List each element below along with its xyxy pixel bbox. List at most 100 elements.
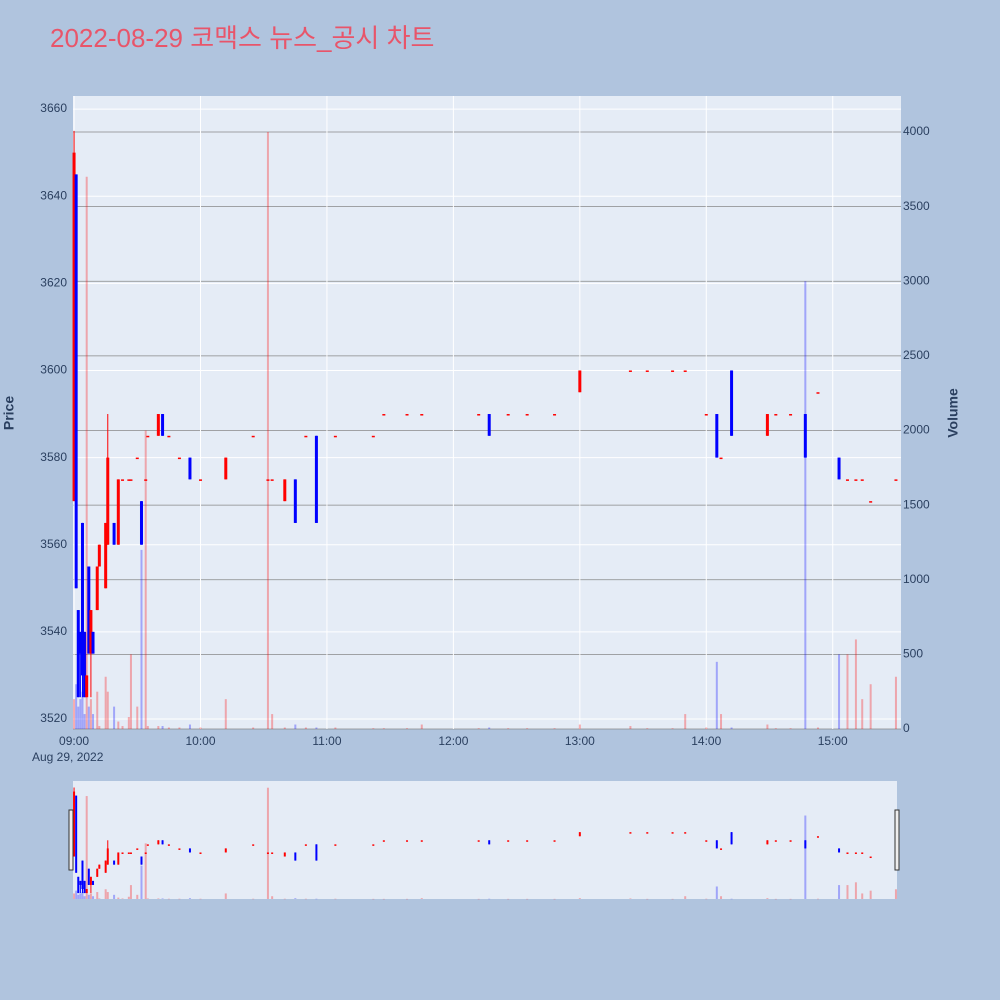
range-slider[interactable]	[73, 781, 897, 899]
candle-body	[578, 370, 582, 393]
volume-bar	[140, 549, 143, 729]
slider-volume-bar	[382, 898, 385, 900]
volume-bar	[157, 726, 160, 729]
slider-candle-body	[854, 852, 857, 854]
slider-candle-body	[266, 852, 269, 854]
candle-body	[405, 414, 409, 416]
volume-bar	[75, 684, 78, 729]
volume-bar	[224, 699, 227, 729]
candle-body	[506, 414, 510, 416]
candle-body	[715, 414, 719, 458]
slider-candle-body	[106, 848, 109, 865]
y2-tick-label: 0	[903, 721, 910, 735]
slider-volume-bar	[526, 898, 529, 900]
slider-volume-bar	[89, 893, 92, 899]
slider-volume-bar	[766, 898, 769, 899]
slider-volume-bar	[715, 886, 718, 899]
slider-volume-bar	[77, 894, 80, 899]
volume-bar	[715, 661, 718, 729]
candle-body	[167, 435, 171, 438]
candle-body	[112, 522, 116, 545]
slider-candle-body	[140, 856, 143, 865]
candle-body	[382, 414, 386, 416]
slider-volume-bar	[730, 898, 733, 900]
volume-bar	[129, 654, 132, 729]
slider-candle-body	[98, 864, 101, 869]
slider-volume-bar	[720, 896, 723, 899]
candle-body	[161, 414, 165, 436]
slider-candle-body	[146, 844, 149, 846]
candle-body	[251, 435, 255, 438]
candle-body	[87, 566, 91, 654]
y2-tick-label: 2000	[903, 423, 930, 437]
slider-handle	[68, 809, 74, 871]
slider-candle-body	[104, 860, 107, 873]
volume-bar	[79, 699, 82, 729]
volume-bar	[161, 726, 164, 729]
candle-body	[83, 631, 87, 698]
slider-volume-bar	[646, 898, 649, 900]
x-tick-label: 13:00	[565, 734, 595, 748]
slider-volume-bar	[79, 893, 82, 899]
volume-bar	[646, 728, 649, 729]
candle-body	[139, 501, 143, 545]
slider-volume-bar	[804, 815, 807, 899]
volume-bar	[127, 717, 130, 729]
candle-body	[371, 435, 375, 438]
candle-body	[293, 479, 297, 523]
volume-bar	[83, 714, 86, 729]
y2-tick-label: 2500	[903, 348, 930, 362]
volume-bar	[671, 728, 674, 729]
slider-candle-body	[774, 840, 777, 842]
y-tick-label: 3540	[40, 624, 67, 638]
candle-body	[116, 479, 120, 545]
slider-candle-body	[420, 840, 423, 842]
slider-volume-bar	[83, 896, 86, 899]
volume-bar	[136, 706, 139, 729]
candle-body	[121, 479, 125, 481]
slider-volume-bar	[104, 889, 107, 899]
candle-body	[671, 370, 675, 372]
slider-candle-body	[406, 840, 409, 842]
candle-body	[333, 435, 337, 438]
candle-body	[837, 457, 841, 480]
volume-bar	[477, 728, 480, 729]
slider-candle-body	[75, 795, 78, 873]
candle-body	[78, 631, 82, 654]
candle-body	[487, 414, 491, 436]
slider-volume-bar	[146, 898, 149, 899]
volume-bar	[106, 691, 109, 729]
slider-volume-bar	[334, 898, 337, 900]
slider-candle-body	[283, 852, 286, 857]
y2-tick-label: 4000	[903, 124, 930, 138]
slider-volume-bar	[144, 843, 147, 899]
slider-candle-body	[304, 844, 307, 846]
slider-candle-body	[382, 840, 385, 842]
slider-candle-body	[578, 832, 581, 837]
slider-volume-bar	[75, 890, 78, 899]
slider-candle-body	[869, 856, 872, 859]
slider-volume-bar	[488, 898, 491, 900]
candle-body	[89, 610, 93, 654]
candle-body	[72, 152, 76, 502]
volume-bar	[894, 676, 897, 729]
candle-body	[224, 457, 228, 480]
candle-body	[719, 457, 723, 460]
volume-bar	[854, 639, 857, 729]
slider-candle-body	[720, 848, 723, 850]
volume-bar	[488, 727, 491, 729]
volume-bar	[188, 724, 191, 729]
slider-candle-body	[789, 840, 792, 842]
volume-bar	[98, 726, 101, 729]
slider-volume-bar	[854, 882, 857, 899]
slider-candle-body	[83, 880, 86, 894]
slider-candle-body	[117, 852, 120, 865]
slider-volume-bar	[117, 897, 120, 899]
volume-bar	[81, 691, 84, 729]
y-tick-label: 3620	[40, 276, 67, 290]
slider-candle-body	[507, 840, 510, 842]
candle-body	[106, 457, 110, 545]
candle-body	[845, 479, 849, 481]
slider-candle-body	[96, 868, 99, 877]
